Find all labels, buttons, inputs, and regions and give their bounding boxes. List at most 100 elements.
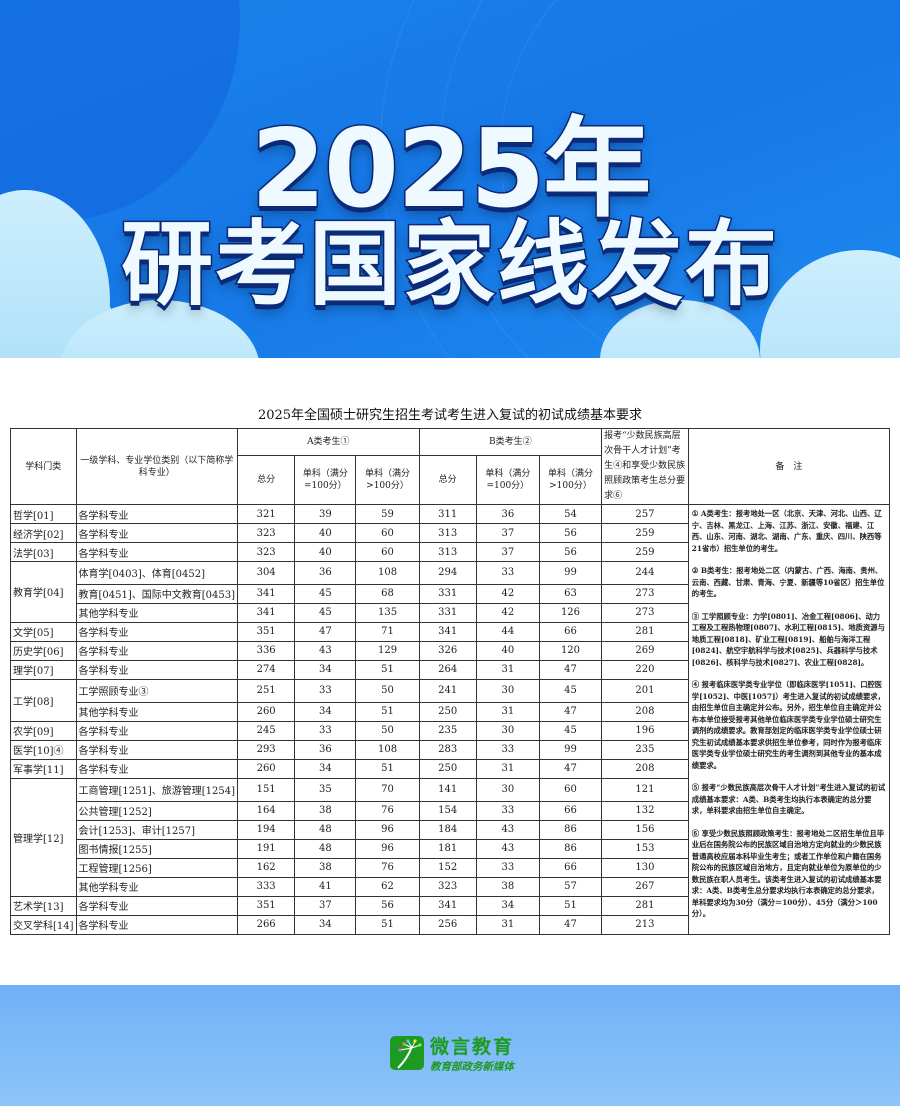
score-cell: 33	[475, 739, 540, 760]
score-cell: 259	[601, 523, 689, 543]
logo-subtitle: 教育部政务新媒体	[430, 1061, 514, 1073]
hero-title-main: 研考国家线发布	[119, 210, 779, 320]
score-cell: 250	[418, 701, 477, 722]
score-cell: 44	[475, 621, 540, 642]
score-cell: 269	[601, 640, 689, 661]
table-row: 其他学科专业 341 45 135 331 42 126 273	[11, 602, 890, 623]
score-cell: 257	[601, 504, 689, 524]
score-cell: 311	[418, 504, 477, 524]
score-cell: 129	[355, 640, 420, 661]
header-a-total: 总分	[237, 454, 296, 506]
score-cell: 30	[475, 777, 540, 802]
score-cell: 33	[475, 800, 540, 821]
table-row: 农学[09] 各学科专业 245 33 50 235 30 45 196	[10, 720, 890, 741]
discipline-cell: 各学科专业	[75, 504, 239, 524]
table-row: 艺术学[13] 各学科专业 351 37 56 341 34 51 281	[10, 895, 890, 916]
score-cell: 68	[355, 583, 420, 604]
score-cell: 156	[601, 819, 689, 840]
score-cell: 153	[601, 838, 689, 859]
score-cell: 331	[418, 602, 477, 623]
discipline-cell: 各学科专业	[75, 739, 239, 760]
table-row: 其他学科专业 333 41 62 323 38 57 267	[11, 876, 890, 897]
score-cell: 56	[538, 523, 603, 543]
score-cell: 333	[237, 876, 296, 897]
score-cell: 51	[538, 895, 603, 916]
category-cell: 理学[07]	[10, 659, 77, 680]
score-cell: 141	[418, 777, 477, 802]
score-cell: 47	[538, 659, 603, 680]
score-cell: 33	[475, 857, 540, 878]
score-cell: 86	[538, 838, 603, 859]
discipline-cell: 各学科专业	[75, 758, 239, 779]
header-a-group: A类考生①	[237, 428, 420, 456]
score-cell: 76	[355, 857, 420, 878]
discipline-cell: 体育学[0403]、体育[0452]	[75, 561, 239, 585]
score-cell: 351	[237, 895, 296, 916]
score-cell: 326	[418, 640, 477, 661]
score-cell: 33	[294, 678, 357, 703]
header-category: 学科门类	[10, 428, 77, 505]
score-cell: 162	[237, 857, 296, 878]
table-row: 会计[1253]、审计[1257] 194 48 96 184 43 86 156	[11, 819, 890, 840]
category-cell: 教育学[04]	[10, 561, 77, 623]
category-cell: 文学[05]	[10, 621, 77, 642]
score-cell: 45	[294, 583, 357, 604]
score-cell: 220	[601, 659, 689, 680]
score-cell: 56	[538, 542, 603, 562]
score-cell: 51	[355, 701, 420, 722]
score-cell: 37	[475, 542, 540, 562]
score-cell: 31	[475, 758, 540, 779]
header-discipline: 一级学科、专业学位类别（以下简称学科专业）	[75, 428, 239, 505]
score-cell: 51	[355, 758, 420, 779]
score-cell: 321	[237, 504, 296, 524]
score-cell: 235	[601, 739, 689, 760]
score-cell: 57	[538, 876, 603, 897]
score-cell: 50	[355, 720, 420, 741]
hero-banner: 2025年 研考国家线发布	[0, 0, 900, 358]
score-cell: 40	[294, 542, 357, 562]
score-cell: 341	[237, 602, 296, 623]
category-cell: 法学[03]	[10, 542, 77, 562]
score-cell: 196	[601, 720, 689, 741]
discipline-cell: 会计[1253]、审计[1257]	[75, 819, 239, 840]
score-cell: 245	[237, 720, 296, 741]
table-row: 哲学[01] 各学科专业 321 39 59 311 36 54 257 ① A类考生：报考地处一…	[10, 504, 891, 935]
category-cell: 工学[08]	[10, 678, 77, 722]
score-cell: 31	[475, 701, 540, 722]
score-cell: 274	[237, 659, 296, 680]
score-cell: 294	[418, 561, 477, 585]
score-cell: 34	[294, 659, 357, 680]
score-cell: 42	[475, 602, 540, 623]
score-cell: 304	[237, 561, 296, 585]
note-item: ⑥ 享受少数民族照顾政策考生：报考地处二区招生单位且毕业后在国务院公布的民族区域…	[691, 828, 885, 919]
score-cell: 241	[418, 678, 477, 703]
score-cell: 244	[601, 561, 689, 585]
discipline-cell: 工商管理[1251]、旅游管理[1254]	[75, 777, 239, 802]
header-b-total: 总分	[418, 454, 477, 506]
score-cell: 132	[601, 800, 689, 821]
score-cell: 48	[294, 838, 357, 859]
score-cell: 66	[538, 800, 603, 821]
score-cell: 45	[538, 678, 603, 703]
score-cell: 181	[418, 838, 477, 859]
note-item: ④ 报考临床医学类专业学位（即临床医学[1051]、口腔医学[1052]、中医[…	[691, 680, 885, 770]
score-cell: 76	[355, 800, 420, 821]
score-cell: 323	[418, 876, 477, 897]
category-cell: 经济学[02]	[10, 523, 77, 543]
score-cell: 336	[237, 640, 296, 661]
score-cell: 45	[294, 602, 357, 623]
score-cell: 351	[237, 621, 296, 642]
note-item: ⑤ 报考“少数民族高层次骨干人才计划”考生进入复试的初试成绩基本要求：A类、B类…	[691, 783, 886, 815]
score-cell: 264	[418, 659, 477, 680]
discipline-cell: 各学科专业	[75, 659, 239, 680]
score-cell: 152	[418, 857, 477, 878]
score-cell: 66	[538, 621, 603, 642]
score-cell: 30	[475, 678, 540, 703]
header-a-single-100: 单科（满分=100分）	[294, 454, 357, 506]
table-row: 管理学[12] 工商管理[1251]、旅游管理[1254] 151 35 70 141 30…	[10, 777, 890, 897]
score-cell: 313	[418, 523, 477, 543]
table-row: 历史学[06] 各学科专业 336 43 129 326 40 120 269	[10, 640, 890, 661]
score-cell: 51	[355, 914, 420, 935]
score-cell: 99	[538, 561, 603, 585]
logo: 微言教育 教育部政务新媒体	[390, 1032, 514, 1074]
